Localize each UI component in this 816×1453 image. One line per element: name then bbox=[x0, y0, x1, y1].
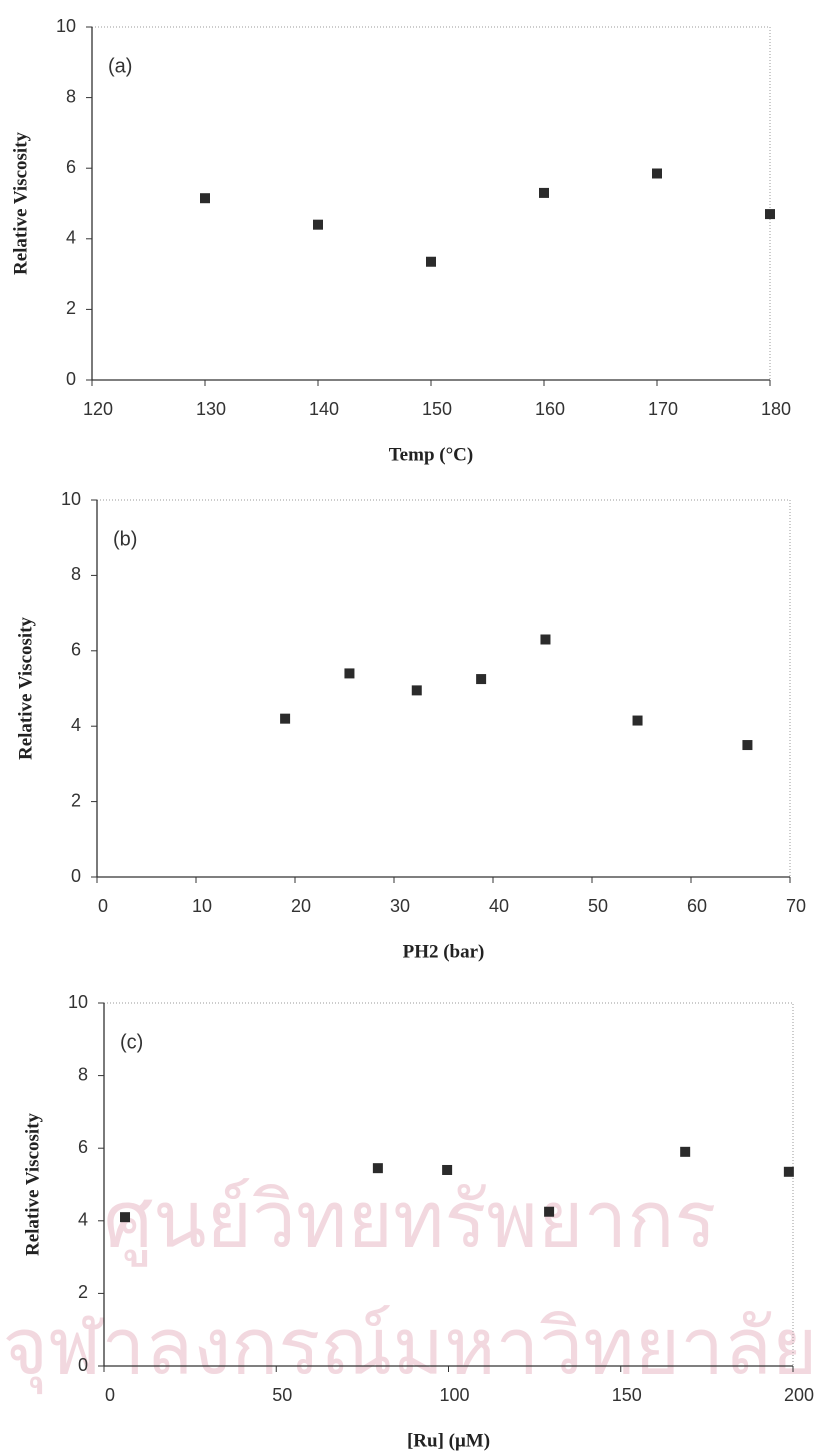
y-tick-label: 6 bbox=[78, 1137, 88, 1157]
point bbox=[344, 668, 354, 678]
x-tick-label: 60 bbox=[687, 896, 707, 916]
point bbox=[540, 634, 550, 644]
x-tick-label: 160 bbox=[535, 399, 565, 419]
point bbox=[652, 168, 662, 178]
x-tick-label: 100 bbox=[439, 1385, 469, 1405]
x-tick-label: 140 bbox=[309, 399, 339, 419]
watermark: จุฬาลงกรณ์มหาวิทยาลัย bbox=[2, 1302, 816, 1394]
plot-frame bbox=[97, 500, 790, 877]
panel-label: (c) bbox=[120, 1031, 143, 1053]
y-tick-label: 10 bbox=[56, 16, 76, 36]
x-axis-title: Temp (°C) bbox=[389, 444, 473, 465]
point bbox=[680, 1147, 690, 1157]
page: ศูนย์วิทยทรัพยากร จุฬาลงกรณ์มหาวิทยาลัย … bbox=[0, 0, 816, 1453]
watermark: ศูนย์วิทยทรัพยากร bbox=[104, 1175, 717, 1266]
x-tick-label: 20 bbox=[291, 896, 311, 916]
point bbox=[200, 193, 210, 203]
panel-label: (b) bbox=[113, 528, 137, 550]
x-tick-label: 50 bbox=[588, 896, 608, 916]
y-tick-label: 2 bbox=[66, 298, 76, 318]
x-axis-title: [Ru] (μM) bbox=[407, 1430, 490, 1451]
y-tick-label: 4 bbox=[71, 715, 81, 735]
y-axis-title: Relative Viscosity bbox=[10, 132, 31, 276]
x-tick-label: 30 bbox=[390, 896, 410, 916]
y-axis-title: Relative Viscosity bbox=[22, 1113, 43, 1257]
x-tick-label: 70 bbox=[786, 896, 806, 916]
x-tick-label: 50 bbox=[272, 1385, 292, 1405]
point bbox=[476, 674, 486, 684]
x-tick-label: 150 bbox=[612, 1385, 642, 1405]
point bbox=[765, 209, 775, 219]
y-tick-label: 2 bbox=[71, 790, 81, 810]
y-tick-label: 6 bbox=[71, 640, 81, 660]
x-tick-label: 200 bbox=[784, 1385, 814, 1405]
x-tick-label: 40 bbox=[489, 896, 509, 916]
x-tick-label: 0 bbox=[98, 896, 108, 916]
y-tick-label: 0 bbox=[71, 866, 81, 886]
y-tick-label: 4 bbox=[78, 1210, 88, 1230]
point bbox=[742, 740, 752, 750]
y-tick-label: 2 bbox=[78, 1282, 88, 1302]
y-tick-label: 8 bbox=[78, 1064, 88, 1084]
x-tick-label: 180 bbox=[761, 399, 791, 419]
y-tick-label: 8 bbox=[71, 564, 81, 584]
y-tick-label: 6 bbox=[66, 157, 76, 177]
y-tick-label: 10 bbox=[68, 992, 88, 1012]
point bbox=[280, 714, 290, 724]
y-tick-label: 10 bbox=[61, 489, 81, 509]
x-tick-label: 130 bbox=[196, 399, 226, 419]
plot-frame bbox=[92, 27, 770, 380]
y-tick-label: 8 bbox=[66, 86, 76, 106]
x-tick-label: 120 bbox=[83, 399, 113, 419]
point bbox=[120, 1212, 130, 1222]
x-tick-label: 170 bbox=[648, 399, 678, 419]
point bbox=[784, 1167, 794, 1177]
point bbox=[442, 1165, 452, 1175]
point bbox=[544, 1207, 554, 1217]
x-tick-label: 150 bbox=[422, 399, 452, 419]
point bbox=[633, 716, 643, 726]
y-tick-label: 0 bbox=[78, 1355, 88, 1375]
point bbox=[426, 257, 436, 267]
y-axis-title: Relative Viscosity bbox=[15, 617, 36, 761]
x-axis-title: PH2 (bar) bbox=[403, 941, 485, 962]
point bbox=[373, 1163, 383, 1173]
panel-label: (a) bbox=[108, 55, 132, 77]
point bbox=[412, 685, 422, 695]
x-tick-label: 0 bbox=[105, 1385, 115, 1405]
point bbox=[539, 188, 549, 198]
x-tick-label: 10 bbox=[192, 896, 212, 916]
y-tick-label: 4 bbox=[66, 228, 76, 248]
y-tick-label: 0 bbox=[66, 369, 76, 389]
point bbox=[313, 220, 323, 230]
